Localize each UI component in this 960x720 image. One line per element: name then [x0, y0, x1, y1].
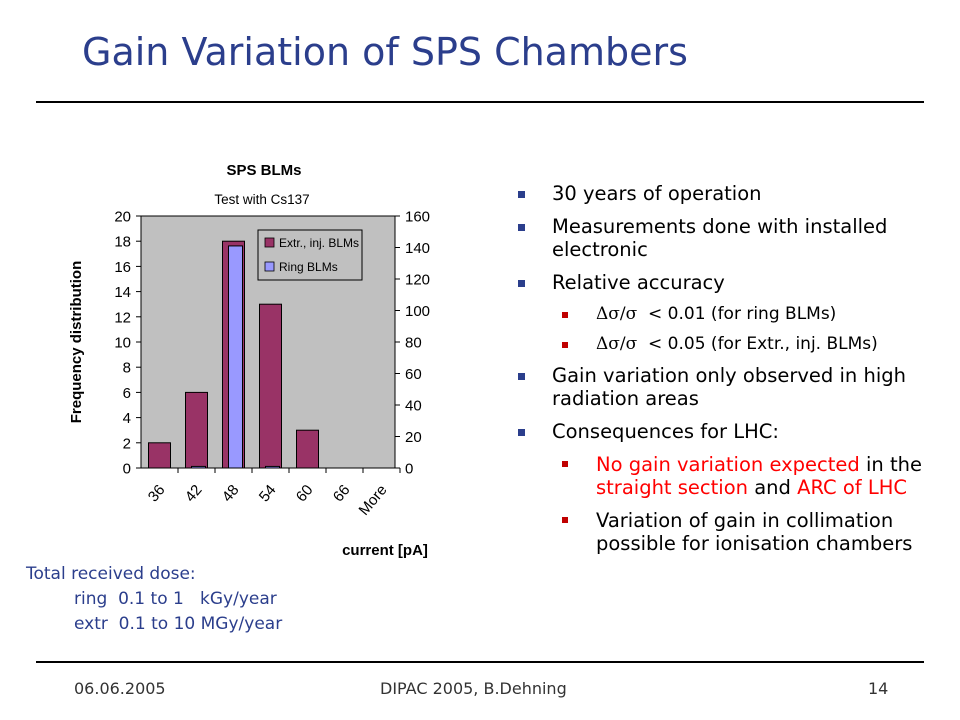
bar-extr-42 [185, 391, 208, 469]
sub-bullet-extr-accuracy: Δσ/σ < 0.05 (for Extr., inj. BLMs) [562, 334, 938, 354]
bullet-operation-years: 30 years of operation [518, 182, 938, 205]
left-tick-label: 16 [114, 259, 131, 276]
left-tick-label: 12 [114, 309, 131, 326]
bar-extr-36 [148, 442, 171, 469]
bar-extr-60 [296, 429, 319, 469]
bar-extr-54 [259, 303, 282, 469]
right-tick-label: 0 [405, 461, 413, 478]
x-axis-label: current [pA] [342, 542, 428, 559]
bullet-measurements: Measurements done with installed electro… [518, 215, 938, 261]
bar-ring-42 [191, 465, 206, 469]
sigma-symbol-extr: Δσ/σ [596, 334, 638, 354]
left-tick-label: 18 [114, 234, 131, 251]
left-tick-label: 10 [114, 335, 131, 352]
footer-event: DIPAC 2005, B.Dehning [380, 679, 567, 698]
left-tick-label: 2 [123, 435, 131, 452]
slide-title: Gain Variation of SPS Chambers [82, 30, 688, 74]
left-tick-label: 20 [114, 209, 131, 226]
x-tick-label: 42 [182, 482, 206, 506]
text-and: and [748, 476, 798, 499]
x-tick-label: 54 [256, 482, 280, 506]
left-tick-label: 14 [114, 284, 131, 301]
x-tick-label: More [356, 482, 391, 519]
sub-bullet-extr-accuracy-text: < 0.05 (for Extr., inj. BLMs) [648, 334, 878, 354]
dose-extr: extr 0.1 to 10 MGy/year [74, 614, 283, 634]
bullet-operation-years-text: 30 years of operation [552, 182, 762, 205]
dose-title: Total received dose: [26, 564, 196, 584]
left-tick-label: 0 [123, 461, 131, 478]
sub-bullet-collimation: Variation of gain in collimation possibl… [562, 509, 938, 555]
footer-date: 06.06.2005 [74, 679, 166, 698]
y-axis-label: Frequency distribution [68, 261, 85, 424]
right-tick-label: 80 [405, 335, 422, 352]
right-tick-label: 160 [405, 209, 430, 226]
bullet-gain-variation-text: Gain variation only observed in high rad… [552, 364, 906, 410]
chart-title: SPS BLMs [226, 162, 301, 179]
bullet-relative-accuracy-text: Relative accuracy [552, 271, 725, 294]
bullet-consequences-text: Consequences for LHC: [552, 420, 779, 443]
title-divider [36, 101, 924, 103]
right-tick-label: 20 [405, 429, 422, 446]
x-tick-label: 66 [330, 482, 354, 506]
bar-ring-54 [265, 465, 280, 469]
text-no-gain-variation: No gain variation expected [596, 453, 860, 476]
legend-label-ring: Ring BLMs [279, 260, 338, 274]
right-tick-label: 60 [405, 366, 422, 383]
bar-ring-48 [228, 245, 243, 469]
right-tick-label: 40 [405, 398, 422, 415]
footer-page-number: 14 [868, 679, 889, 698]
x-tick-label: 36 [145, 482, 169, 506]
left-tick-label: 6 [123, 385, 131, 402]
bullet-relative-accuracy: Relative accuracy [518, 271, 938, 294]
sub-bullet-no-gain-variation: No gain variation expected in the straig… [562, 453, 938, 499]
bullet-list: 30 years of operation Measurements done … [518, 182, 938, 565]
left-tick-label: 4 [123, 410, 131, 427]
bullet-gain-variation: Gain variation only observed in high rad… [518, 364, 938, 410]
legend-swatch-ring [264, 261, 275, 272]
chart-legend: Extr., inj. BLMs Ring BLMs [257, 229, 363, 281]
legend-swatch-extr [264, 237, 275, 248]
histogram-chart: SPS BLMs Test with Cs137 0 2 4 6 8 10 12 14 16 18… [68, 162, 430, 559]
bullet-measurements-text: Measurements done with installed electro… [552, 215, 888, 261]
sigma-symbol-ring: Δσ/σ [596, 304, 638, 324]
right-tick-label: 140 [405, 240, 430, 257]
sub-bullet-ring-accuracy: Δσ/σ < 0.01 (for ring BLMs) [562, 304, 938, 324]
x-tick-label: 60 [293, 482, 317, 506]
dose-info: Total received dose: ring 0.1 to 1 kGy/y… [26, 562, 282, 637]
bullet-consequences: Consequences for LHC: [518, 420, 938, 443]
sub-bullet-collimation-text: Variation of gain in collimation possibl… [596, 509, 913, 555]
right-tick-label: 120 [405, 272, 430, 289]
text-in-the: in the [859, 453, 922, 476]
text-arc-of-lhc: ARC of LHC [797, 476, 907, 499]
right-tick-label: 100 [405, 303, 430, 320]
x-tick-label: 48 [219, 482, 243, 506]
legend-label-extr: Extr., inj. BLMs [279, 236, 359, 250]
sub-bullet-ring-accuracy-text: < 0.01 (for ring BLMs) [648, 304, 837, 324]
footer-divider [36, 661, 924, 663]
dose-ring: ring 0.1 to 1 kGy/year [74, 589, 277, 609]
left-tick-label: 8 [123, 360, 131, 377]
legend-box [257, 229, 363, 281]
text-straight-section: straight section [596, 476, 749, 499]
chart-subtitle: Test with Cs137 [214, 192, 309, 207]
